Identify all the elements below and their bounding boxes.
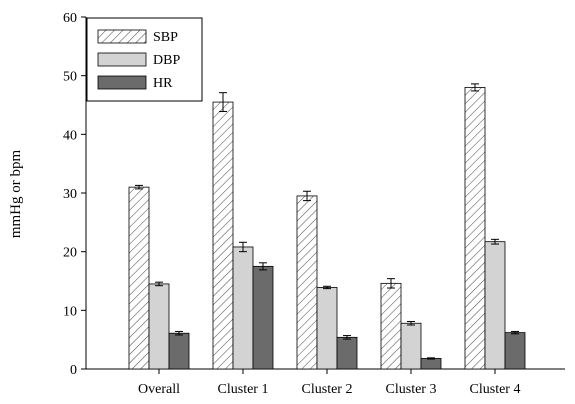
bar-hr — [252, 265, 274, 370]
x-tick-label: Overall — [138, 382, 180, 397]
legend: SBP DBP HR — [86, 17, 203, 102]
y-tick-label: 10 — [63, 304, 77, 319]
bar-dbp — [148, 283, 170, 370]
x-tick-label: Cluster 2 — [302, 382, 353, 397]
legend-label-sbp: SBP — [153, 30, 178, 45]
bar-sbp — [212, 101, 234, 370]
legend-label-dbp: DBP — [153, 53, 180, 68]
bar-sbp — [296, 195, 318, 370]
bar-sbp — [464, 87, 486, 370]
plot-area: 0 10 20 30 40 50 60 Overall Cluster 1 Cluster 2 Cl… — [63, 11, 565, 397]
bar-sbp — [128, 186, 150, 370]
x-tick-label: Cluster 4 — [470, 382, 521, 397]
x-tick-label: Cluster 1 — [218, 382, 269, 397]
bar-hr — [168, 332, 190, 370]
y-tick-label: 0 — [70, 363, 77, 378]
legend-swatch-sbp — [97, 29, 147, 44]
bar-dbp — [232, 246, 254, 370]
bar-hr — [336, 336, 358, 370]
y-tick-label: 50 — [63, 70, 77, 85]
bar-dbp — [484, 241, 506, 370]
bar-dbp — [316, 287, 338, 370]
bar-sbp — [380, 282, 402, 370]
x-tick-label: Cluster 3 — [386, 382, 437, 397]
legend-swatch-hr — [97, 75, 147, 90]
bar-dbp — [400, 322, 422, 370]
y-tick-label: 30 — [63, 187, 77, 202]
legend-swatch-dbp — [97, 52, 147, 67]
y-tick-label: 40 — [63, 128, 77, 143]
bar-hr — [420, 358, 442, 370]
y-tick-label: 20 — [63, 246, 77, 261]
legend-label-hr: HR — [153, 76, 173, 91]
bar-hr — [504, 332, 526, 370]
y-axis-title: mmHg or bpm — [8, 150, 24, 239]
y-tick-label: 60 — [63, 11, 77, 26]
